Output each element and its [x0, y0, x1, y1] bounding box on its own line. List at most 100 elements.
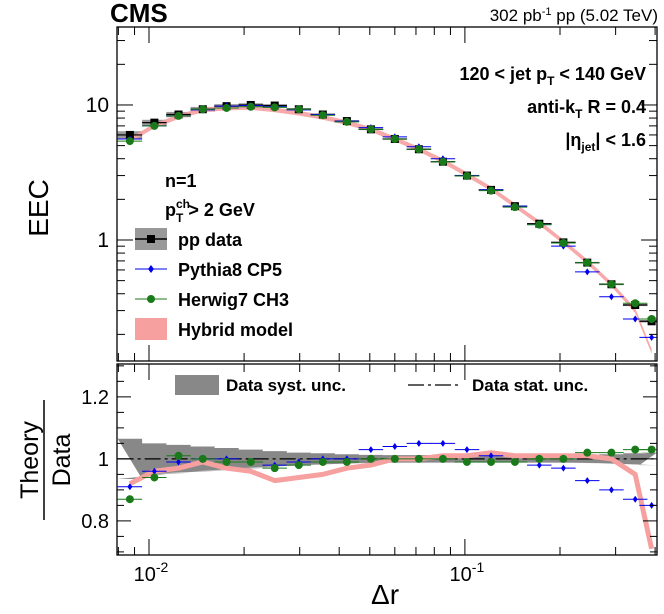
ratio-herwig-point: [390, 454, 399, 463]
experiment-label: CMS: [110, 0, 168, 28]
annotation-jet-alg: anti-kT R = 0.4: [527, 97, 646, 121]
ratio-herwig-point: [607, 448, 616, 457]
ratio-y-tick-label: 1.2: [81, 387, 109, 409]
ratio-herwig-point: [438, 454, 447, 463]
ratio-herwig-point: [535, 454, 544, 463]
legend-label-syst: Data syst. unc.: [226, 376, 346, 395]
herwig-point: [462, 171, 471, 180]
hybrid-band: [129, 105, 652, 354]
herwig-point: [318, 111, 327, 120]
legend-label-stat: Data stat. unc.: [472, 376, 588, 395]
ratio-ylabel-num: Theory: [16, 421, 44, 499]
ratio-herwig-point: [125, 495, 134, 504]
herwig-point: [583, 258, 592, 267]
ratio-herwig-point: [270, 464, 279, 473]
ratio-herwig-point: [510, 457, 519, 466]
ratio-herwig-point: [246, 457, 255, 466]
herwig-point: [487, 186, 496, 195]
top-frame: [116, 26, 658, 362]
herwig-point: [390, 134, 399, 143]
ratio-y-tick-label: 1: [98, 449, 109, 471]
ratio-pythia-point: [416, 439, 422, 447]
herwig-point: [535, 220, 544, 229]
legend-ratio: Data syst. unc. Data stat. unc.: [175, 375, 588, 395]
herwig-point: [510, 203, 519, 212]
legend-label-hybrid: Hybrid model: [178, 320, 293, 340]
herwig-point: [125, 137, 134, 146]
herwig-point: [174, 111, 183, 120]
ratio-ylabel-den: Data: [48, 434, 76, 487]
pythia-point: [608, 293, 614, 301]
ratio-pythia-point: [560, 464, 566, 472]
annotation-eta: |ηjet| < 1.6: [565, 130, 646, 154]
herwig-point: [342, 117, 351, 126]
ratio-pythia-point: [632, 495, 638, 503]
herwig-point: [647, 314, 656, 323]
ratio-herwig-point: [366, 454, 375, 463]
pythia-point: [632, 315, 638, 323]
ratio-pythia-point: [584, 477, 590, 485]
herwig-point: [198, 105, 207, 114]
herwig-point: [222, 103, 231, 112]
x-axis-title: Δr: [371, 579, 399, 609]
ratio-herwig-point: [174, 451, 183, 460]
ratio-pythia-point: [392, 442, 398, 450]
top-pad: 1 10: [86, 26, 658, 362]
legend-item-data: pp data: [135, 228, 243, 250]
ratio-herwig-point: [647, 445, 656, 454]
legend-swatch-hybrid: [135, 318, 167, 340]
ratio-y-tick-label: 0.8: [81, 511, 109, 533]
ratio-herwig-point: [487, 457, 496, 466]
pythia-point: [584, 268, 590, 276]
herwig-point: [559, 239, 568, 248]
annotation-jet-pt: 120 < jet pT < 140 GeV: [460, 64, 646, 88]
annotation-pt-ch: pch T > 2 GeV: [165, 197, 255, 225]
y-axis-title-ratio: Theory Data: [16, 400, 76, 520]
annotation-n: n=1: [165, 171, 197, 191]
ratio-pythia-point: [176, 458, 182, 466]
herwig-point: [294, 105, 303, 114]
legend-top: pp data Pythia8 CP5 Herwig7 CH3 Hybrid m…: [135, 228, 293, 340]
x-tick-label: 10-1: [450, 559, 485, 586]
x-tick-label: 10-2: [134, 559, 169, 586]
legend-item-hybrid: Hybrid model: [135, 318, 293, 340]
ratio-pad: 0.8 1 1.2 10-2 10-1: [81, 363, 658, 586]
legend-label-pythia: Pythia8 CP5: [178, 260, 282, 280]
legend-item-pythia: Pythia8 CP5: [135, 260, 282, 280]
herwig-point: [150, 121, 159, 130]
ratio-herwig-point: [198, 454, 207, 463]
herwig-point: [414, 145, 423, 154]
legend-swatch-syst: [175, 375, 219, 395]
ratio-herwig-point: [318, 457, 327, 466]
ratio-herwig-point: [294, 461, 303, 470]
ratio-pythia-point: [368, 446, 374, 454]
pythia-point: [649, 333, 655, 341]
ratio-herwig-point: [342, 457, 351, 466]
herwig-point: [270, 103, 279, 112]
ratio-pythia-point: [127, 483, 133, 491]
y-tick-label: 10: [86, 94, 109, 117]
ratio-herwig-point: [631, 445, 640, 454]
ratio-pythia-point: [608, 486, 614, 494]
ratio-herwig-point: [414, 454, 423, 463]
herwig-point: [246, 102, 255, 111]
ratio-herwig-point: [150, 473, 159, 482]
legend-item-herwig: Herwig7 CH3: [135, 290, 289, 310]
ratio-frame: [116, 363, 658, 556]
ratio-pythia-point: [151, 467, 157, 475]
legend-label-data: pp data: [178, 230, 243, 250]
ratio-pythia-point: [464, 446, 470, 454]
herwig-point: [438, 157, 447, 166]
ratio-pythia-point: [440, 439, 446, 447]
herwig-point: [366, 125, 375, 134]
ratio-herwig-point: [462, 457, 471, 466]
ratio-herwig-point: [583, 448, 592, 457]
herwig-point: [607, 280, 616, 289]
ratio-pythia-point: [536, 461, 542, 469]
ratio-herwig-point: [559, 454, 568, 463]
legend-label-herwig: Herwig7 CH3: [178, 290, 289, 310]
data-point: [125, 130, 134, 139]
y-tick-label: 1: [97, 229, 109, 252]
herwig-point: [631, 299, 640, 308]
